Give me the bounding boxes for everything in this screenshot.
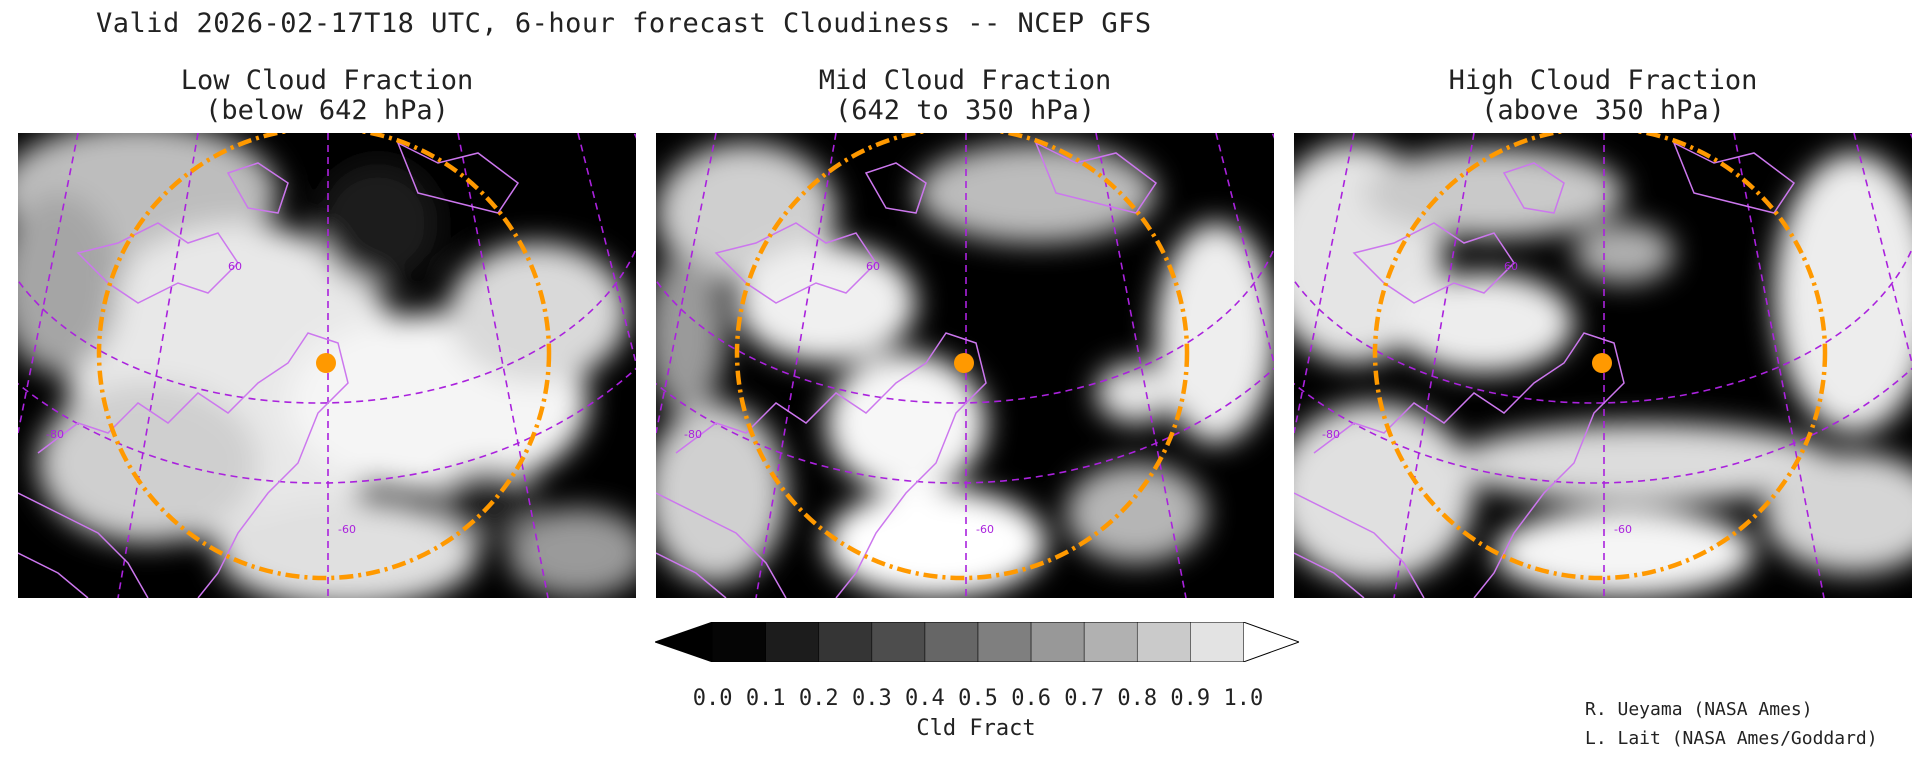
- colorbar-tick-5: 0.5: [958, 686, 998, 711]
- lon-west-label-high: -80: [1322, 428, 1340, 441]
- colorbar-under-arrow: [654, 621, 713, 663]
- colorbar-tick-7: 0.7: [1064, 686, 1105, 711]
- panel-title-low-line1: Low Cloud Fraction: [180, 65, 474, 96]
- map-low-svg: 60 -60 -80: [18, 133, 636, 598]
- colorbar-box-0: [712, 621, 766, 663]
- lon-label-high: -60: [1614, 523, 1632, 536]
- colorbar-label: Cld Fract: [916, 716, 1036, 741]
- colorbar-box-5: [977, 621, 1032, 663]
- colorbar-boxes: [712, 621, 1244, 663]
- panel-title-high-line2: (above 350 hPa): [1481, 95, 1725, 126]
- lon-west-label-low: -80: [46, 428, 64, 441]
- map-panel-high: 60 -60 -80: [1294, 133, 1912, 598]
- cloud-field-high: [1294, 143, 1912, 598]
- colorbar-tick-6: 0.6: [1011, 686, 1051, 711]
- figure-title: Valid 2026-02-17T18 UTC, 6-hour forecast…: [96, 8, 1152, 39]
- map-mid-svg: 60 -60 -80: [656, 133, 1274, 598]
- site-marker-mid: [954, 353, 974, 373]
- colorbar-box-6: [1030, 621, 1085, 663]
- lat-label-mid: 60: [866, 260, 880, 273]
- site-marker-high: [1592, 353, 1612, 373]
- colorbar-box-1: [765, 621, 820, 663]
- range-ring-low: [96, 133, 552, 581]
- panel-title-mid-line2: (642 to 350 hPa): [834, 95, 1096, 126]
- panel-title-mid-line1: Mid Cloud Fraction: [818, 65, 1112, 96]
- map-high-svg: 60 -60 -80: [1294, 133, 1912, 598]
- panel-title-high-line1: High Cloud Fraction: [1448, 65, 1758, 96]
- coastlines-mid: [656, 141, 1158, 598]
- lat-label-low: 60: [228, 260, 242, 273]
- colorbar: [654, 621, 1300, 666]
- colorbar-tick-10: 1.0: [1223, 686, 1264, 711]
- colorbar-tick-0: 0.0: [692, 686, 733, 711]
- colorbar-box-9: [1190, 621, 1244, 663]
- lat-label-high: 60: [1504, 260, 1518, 273]
- colorbar-tick-4: 0.4: [905, 686, 945, 711]
- panel-title-mid: Mid Cloud Fraction (642 to 350 hPa): [655, 66, 1275, 126]
- coastlines-low: [18, 141, 520, 598]
- credit-line-1: R. Ueyama (NASA Ames): [1585, 699, 1813, 720]
- colorbar-tick-2: 0.2: [798, 686, 839, 711]
- panel-title-high: High Cloud Fraction (above 350 hPa): [1293, 66, 1913, 126]
- lon-west-label-mid: -80: [684, 428, 702, 441]
- colorbar-tick-1: 0.1: [745, 686, 786, 711]
- colorbar-tick-3: 0.3: [851, 686, 892, 711]
- range-ring-high: [1372, 133, 1828, 581]
- colorbar-svg: [654, 621, 1300, 663]
- panel-title-low-line2: (below 642 hPa): [205, 95, 449, 126]
- cloud-field-low: [18, 133, 636, 598]
- colorbar-tick-9: 0.9: [1170, 686, 1211, 711]
- lon-label-low: -60: [338, 523, 356, 536]
- lon-label-mid: -60: [976, 523, 994, 536]
- credit-line-2: L. Lait (NASA Ames/Goddard): [1585, 728, 1878, 749]
- panel-title-low: Low Cloud Fraction (below 642 hPa): [17, 66, 637, 126]
- colorbar-box-8: [1136, 621, 1191, 663]
- colorbar-over-arrow: [1243, 621, 1300, 663]
- colorbar-tick-8: 0.8: [1117, 686, 1158, 711]
- cloud-field-mid: [656, 143, 1274, 598]
- map-panel-low: 60 -60 -80: [18, 133, 636, 598]
- range-ring-mid: [734, 133, 1190, 581]
- colorbar-box-2: [818, 621, 873, 663]
- colorbar-box-7: [1083, 621, 1138, 663]
- site-marker-low: [316, 353, 336, 373]
- colorbar-box-4: [924, 621, 979, 663]
- map-panel-mid: 60 -60 -80: [656, 133, 1274, 598]
- coastlines-high: [1294, 141, 1796, 598]
- colorbar-box-3: [871, 621, 926, 663]
